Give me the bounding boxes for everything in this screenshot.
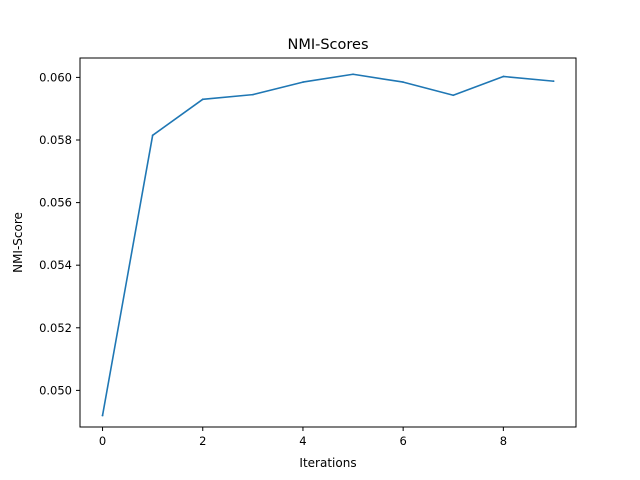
nmi-score-point <box>302 81 304 83</box>
axes-frame <box>79 57 577 428</box>
y-tick-label: 0.060 <box>39 70 72 84</box>
x-tick-label: 8 <box>500 434 507 448</box>
nmi-score-point <box>452 94 455 97</box>
y-axis-label: NMI-Score <box>11 212 25 273</box>
nmi-score-point <box>151 134 154 137</box>
nmi-score-point <box>352 73 354 76</box>
y-tick-label: 0.058 <box>39 133 72 147</box>
y-tick-label: 0.054 <box>39 258 72 272</box>
x-tick-label: 4 <box>299 434 306 448</box>
nmi-score-point <box>101 414 104 417</box>
nmi-score-point <box>201 98 204 101</box>
x-tick-label: 0 <box>99 434 106 448</box>
nmi-score-point <box>251 93 254 96</box>
nmi-score-point <box>402 81 405 83</box>
nmi-score-point <box>552 80 555 83</box>
plot-area: 0 2 4 6 8 0.050 0.052 0.054 0.056 0.058 0.060 <box>39 70 555 448</box>
x-tick-label: 6 <box>399 434 406 448</box>
nmi-score-point <box>502 75 505 78</box>
x-tick-label: 2 <box>199 434 206 448</box>
y-tick-label: 0.052 <box>39 321 72 335</box>
x-axis-label: Iterations <box>299 456 356 470</box>
y-tick-label: 0.056 <box>39 196 72 210</box>
nmi-score-line <box>101 73 555 417</box>
chart-title: NMI-Scores <box>287 37 368 53</box>
y-tick-label: 0.050 <box>39 383 72 397</box>
